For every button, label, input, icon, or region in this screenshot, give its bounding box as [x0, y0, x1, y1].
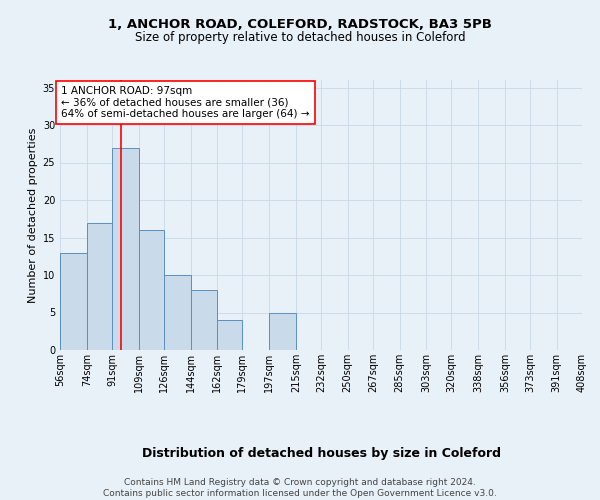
Bar [164, 275, 191, 350]
Y-axis label: Number of detached properties: Number of detached properties [28, 128, 38, 302]
Bar [217, 320, 242, 350]
Bar [269, 312, 296, 350]
Text: 1, ANCHOR ROAD, COLEFORD, RADSTOCK, BA3 5PB: 1, ANCHOR ROAD, COLEFORD, RADSTOCK, BA3 … [108, 18, 492, 30]
Bar [60, 252, 86, 350]
Bar [191, 290, 217, 350]
Bar [112, 148, 139, 350]
Text: Size of property relative to detached houses in Coleford: Size of property relative to detached ho… [134, 31, 466, 44]
Text: Distribution of detached houses by size in Coleford: Distribution of detached houses by size … [142, 447, 500, 460]
Bar [139, 230, 164, 350]
Text: Contains HM Land Registry data © Crown copyright and database right 2024.
Contai: Contains HM Land Registry data © Crown c… [103, 478, 497, 498]
Bar [86, 222, 112, 350]
Text: 1 ANCHOR ROAD: 97sqm
← 36% of detached houses are smaller (36)
64% of semi-detac: 1 ANCHOR ROAD: 97sqm ← 36% of detached h… [61, 86, 310, 119]
